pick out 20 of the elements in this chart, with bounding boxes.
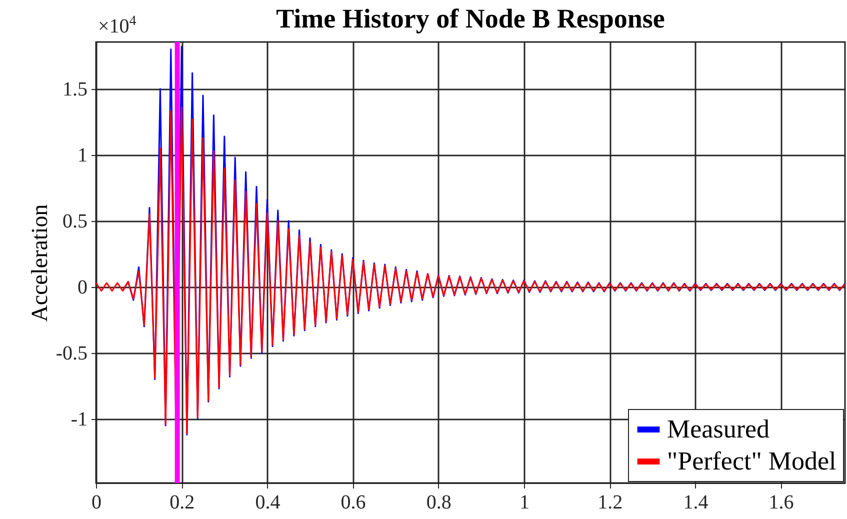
chart-title: Time History of Node B Response — [276, 4, 665, 34]
x-tick-label: 0.4 — [255, 492, 280, 514]
y-tick-label: 0.5 — [62, 210, 88, 232]
text: ×10$^{4}$ — [98, 14, 136, 39]
y-tick-label: 0 — [78, 276, 88, 298]
y-axis-title: Acceleration — [26, 204, 52, 322]
y-tick-label: 1.5 — [62, 78, 88, 100]
x-tick-label: 0.8 — [426, 492, 452, 514]
x-tick-label: 1 — [520, 492, 530, 514]
x-tick-label: 1.2 — [598, 492, 623, 514]
x-tick-label: 0 — [92, 492, 102, 514]
legend-label: Measured — [667, 414, 770, 444]
y-tick-label: -1 — [70, 408, 88, 430]
legend-label: "Perfect" Model — [667, 446, 836, 476]
y-tick-label: 1 — [78, 144, 88, 166]
y-tick-label: -0.5 — [56, 342, 88, 364]
x-tick-label: 0.2 — [170, 492, 195, 514]
x-tick-label: 1.6 — [768, 492, 794, 514]
x-tick-label: 0.6 — [340, 492, 366, 514]
x-tick-label: 1.4 — [683, 492, 708, 514]
